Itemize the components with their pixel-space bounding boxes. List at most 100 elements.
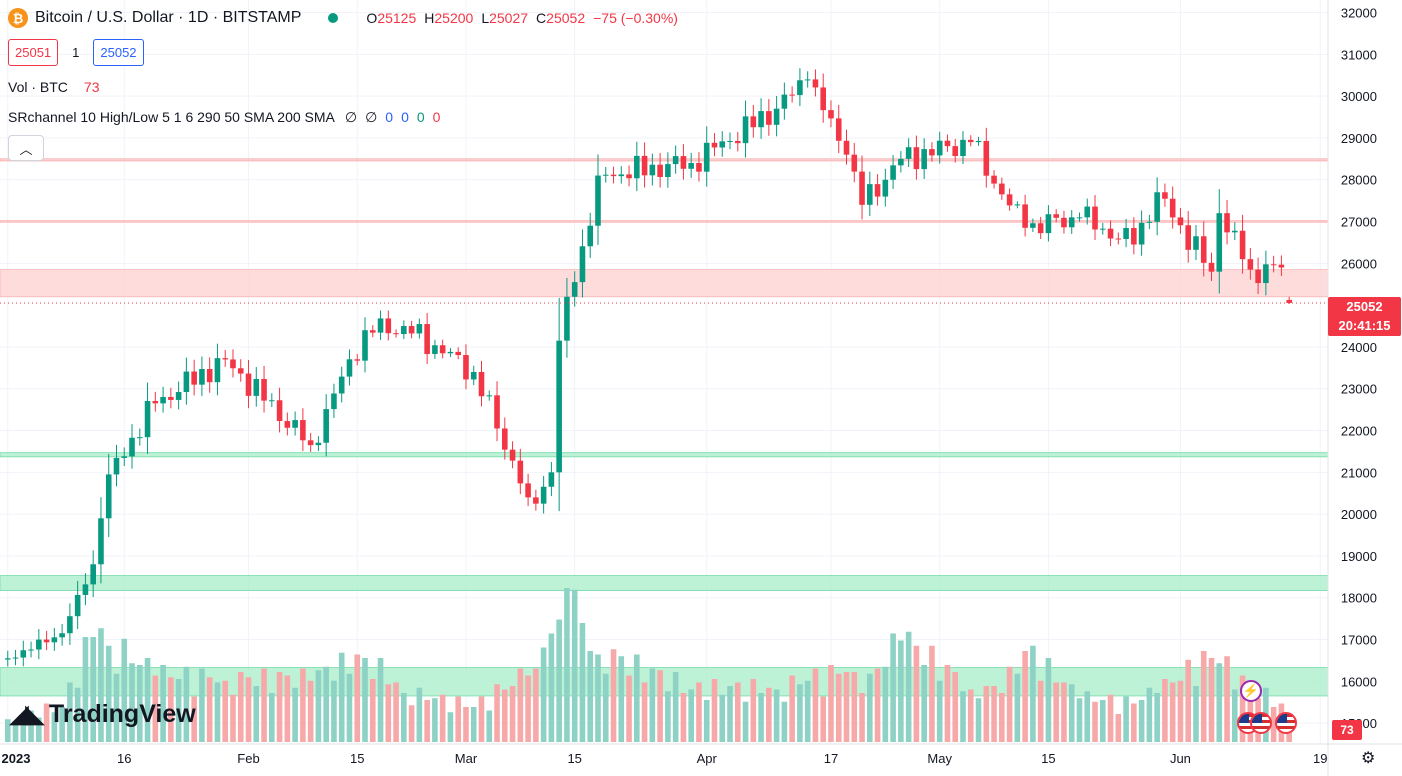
volume-bar (486, 710, 493, 742)
volume-bar (261, 668, 267, 742)
candle-body (1162, 192, 1168, 199)
volume-bar (28, 710, 34, 742)
volume-bar (1239, 675, 1246, 742)
volume-bar (354, 654, 361, 742)
candlestick-series (4, 68, 1292, 667)
candle-body (649, 164, 656, 176)
volume-bar (98, 628, 104, 742)
volume-bar (222, 680, 229, 742)
candle-body (346, 359, 353, 377)
candle-body (276, 400, 283, 422)
volume-bar (851, 672, 858, 742)
volume-bar (867, 673, 873, 742)
tradingview-logo[interactable]: ◢◣ TradingView (10, 700, 196, 729)
candle-body (74, 594, 81, 617)
volume-bar (610, 649, 617, 742)
volume-bar (703, 700, 710, 742)
candle-body (967, 139, 974, 143)
volume-bar (300, 668, 306, 742)
volume-bar (1154, 693, 1160, 742)
volume-legend[interactable]: Vol · BTC 73 (8, 79, 99, 95)
candle-body (835, 118, 842, 141)
lightning-event-icon[interactable]: ⚡ (1240, 680, 1262, 702)
candle-body (51, 637, 58, 643)
volume-bar (1107, 694, 1114, 742)
volume-bar (245, 677, 252, 742)
candle-body (401, 326, 407, 335)
candle-body (734, 140, 741, 144)
candle-body (292, 420, 298, 428)
volume-bar (626, 675, 632, 742)
candle-body (571, 282, 578, 297)
candle-body (136, 437, 143, 439)
volume-bar (12, 721, 19, 742)
candle-body (67, 616, 73, 634)
last-price-value: 25052 (1346, 299, 1383, 314)
price-tick-label: 29000 (1341, 131, 1377, 146)
candle-body (641, 155, 648, 176)
candle-body (1107, 228, 1114, 239)
volume-bar (1045, 658, 1052, 742)
volume-bar (4, 719, 11, 742)
gear-icon[interactable]: ⚙ (1361, 750, 1376, 767)
volume-bar (284, 675, 291, 742)
price-tick-label: 32000 (1341, 6, 1377, 21)
time-tick-label: Mar (455, 751, 478, 766)
volume-bar (455, 696, 461, 742)
volume-bar (634, 654, 640, 742)
candle-body (393, 333, 399, 335)
candle-body (1278, 264, 1285, 268)
volume-bar (1053, 682, 1059, 742)
indicator-value: 0 (385, 109, 394, 125)
volume-bar (890, 633, 896, 742)
candle-body (727, 140, 733, 142)
last-volume-label: 73 (1332, 720, 1362, 740)
time-tick-label: 19 (1313, 751, 1327, 766)
volume-bar (719, 694, 726, 742)
candle-body (191, 371, 197, 385)
volume-bar (828, 665, 834, 742)
candle-body (867, 184, 873, 205)
candle-body (602, 174, 609, 176)
volume-bar (362, 658, 368, 742)
candle-body (750, 116, 757, 128)
volume-bar (983, 686, 990, 742)
volume-bar (960, 691, 966, 742)
candle-body (1224, 213, 1230, 233)
candle-body (206, 368, 213, 383)
candle-body (300, 420, 306, 441)
candle-body (1014, 204, 1021, 206)
indicator-legend[interactable]: SRchannel 10 High/Low 5 1 6 290 50 SMA 2… (8, 109, 440, 126)
volume-bar (967, 689, 974, 742)
volume-bar (1138, 700, 1145, 742)
volume-bar (525, 675, 531, 742)
volume-bar (447, 712, 454, 742)
candle-body (144, 400, 151, 438)
volume-bar (424, 700, 430, 742)
buy-price-button[interactable]: 25052 (93, 39, 144, 66)
volume-bar (1076, 698, 1083, 742)
volume-bar (1115, 714, 1122, 742)
volume-bar (1169, 682, 1176, 742)
price-tick-label: 16000 (1341, 674, 1377, 689)
ohlc-change: −75 (−0.30%) (593, 10, 678, 26)
candle-body (269, 400, 275, 402)
candle-body (1115, 238, 1122, 240)
volume-bar (183, 666, 190, 742)
sell-price-button[interactable]: 25051 (8, 39, 59, 66)
us-flag-event-icon[interactable] (1250, 712, 1272, 734)
volume-bar (315, 670, 322, 742)
volume-bar (152, 675, 159, 742)
volume-bar (688, 689, 694, 742)
support-zone (0, 575, 1329, 592)
volume-bar (952, 672, 959, 742)
volume-bar (1216, 663, 1223, 742)
collapse-legend-button[interactable]: ︿ (8, 135, 44, 161)
candle-body (781, 94, 788, 109)
candle-body (152, 400, 159, 404)
time-tick-label: 17 (824, 751, 838, 766)
symbol-title[interactable]: Bitcoin / U.S. Dollar · 1D · BITSTAMP (35, 9, 302, 26)
us-flag-event-icon[interactable] (1275, 712, 1297, 734)
candle-body (672, 156, 679, 165)
